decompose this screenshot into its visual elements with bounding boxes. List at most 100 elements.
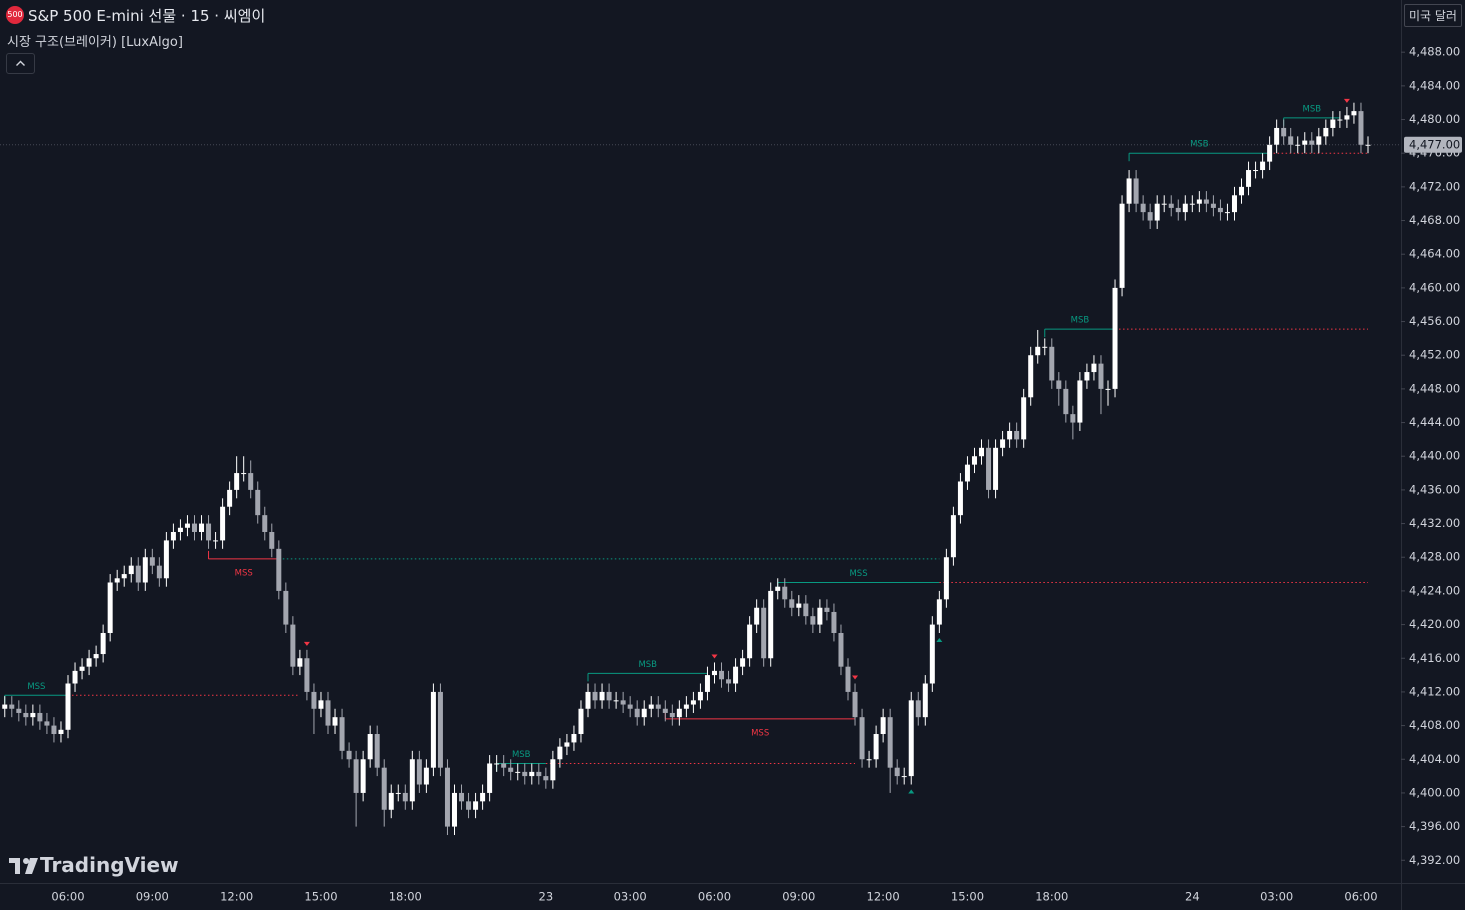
candle-body <box>269 531 275 549</box>
currency-button[interactable]: 미국 달러 <box>1404 4 1462 27</box>
candle-body <box>1119 203 1125 288</box>
candle-body <box>733 666 739 684</box>
candle-body <box>1154 203 1160 221</box>
collapse-button[interactable] <box>6 53 35 74</box>
candle-body <box>444 767 450 827</box>
candle-body <box>971 456 977 465</box>
candle-body <box>402 792 408 802</box>
structure-label: MSB <box>1190 140 1209 150</box>
candle-body <box>283 590 289 625</box>
x-tick-label: 23 <box>539 890 554 904</box>
candle-body <box>1091 363 1097 373</box>
x-tick-label: 18:00 <box>389 890 422 904</box>
candle-body <box>346 750 352 760</box>
candle-body <box>873 734 879 760</box>
candle-body <box>550 759 556 781</box>
chevron <box>16 60 25 66</box>
candle-body <box>571 734 577 743</box>
candle-body <box>23 712 29 718</box>
candle-body <box>37 712 43 722</box>
x-tick-label: 15:00 <box>951 890 984 904</box>
x-tick-label: 09:00 <box>136 890 169 904</box>
candle-body <box>901 776 907 778</box>
candle-body <box>585 691 591 709</box>
candle-body <box>775 586 781 591</box>
y-tick-label: 4,428.00 <box>1409 550 1460 564</box>
candle-body <box>374 734 380 768</box>
candle-body <box>648 704 654 709</box>
candle-body <box>1049 346 1055 381</box>
candle-body <box>1168 203 1174 208</box>
structure-label: MSS <box>235 568 253 578</box>
chevron-icon <box>16 60 25 66</box>
x-tick-label: 03:00 <box>1260 890 1293 904</box>
candle-body <box>564 742 570 747</box>
y-tick-label: 4,468.00 <box>1409 213 1460 227</box>
y-tick-label: 4,400.00 <box>1409 785 1460 799</box>
candle-body <box>950 515 956 558</box>
candle-body <box>1274 127 1280 145</box>
structure-label: MSS <box>849 569 867 579</box>
candle-body <box>318 700 324 709</box>
indicator-title[interactable]: 시장 구조(브레이커) [LuxAlgo] <box>7 35 183 50</box>
candle-body <box>557 746 563 760</box>
candle-body <box>1133 178 1139 204</box>
candle-body <box>86 658 92 667</box>
candle-body <box>627 704 633 709</box>
candle-body <box>213 540 219 542</box>
candle-body <box>1351 111 1357 116</box>
candle-body <box>480 792 486 802</box>
candle-body <box>199 523 205 532</box>
candle-body <box>325 700 331 726</box>
y-tick-label: 4,480.00 <box>1409 112 1460 126</box>
candle-body <box>1077 380 1083 423</box>
candle-body <box>515 771 521 773</box>
candle-body <box>1337 119 1343 121</box>
candle-body <box>184 523 190 528</box>
candle-body <box>9 704 15 709</box>
x-tick-label: 12:00 <box>867 890 900 904</box>
candle-body <box>1330 119 1336 128</box>
candle-body <box>437 691 443 768</box>
candle-body <box>1161 203 1167 205</box>
candle-body <box>1014 430 1020 440</box>
candle-body <box>297 658 303 667</box>
structure-label: MSB <box>638 660 657 670</box>
candle-body <box>353 759 359 793</box>
y-tick-label: 4,488.00 <box>1409 45 1460 59</box>
candle-body <box>44 721 50 726</box>
candle-body <box>1302 140 1308 145</box>
candle-body <box>163 540 169 579</box>
candle-body <box>1260 161 1266 171</box>
symbol-title[interactable]: S&P 500 E-mini 선물 · 15 · 씨엠이 <box>28 7 266 25</box>
y-tick-label: 4,408.00 <box>1409 718 1460 732</box>
candle-body <box>72 670 78 684</box>
candle-body <box>613 700 619 702</box>
structure-label: MSB <box>512 750 531 760</box>
y-tick-label: 4,472.00 <box>1409 179 1460 193</box>
symbol-icon: 500 <box>6 6 24 24</box>
candle-body <box>206 523 212 541</box>
candle-body <box>578 708 584 735</box>
candle-body <box>1196 199 1202 204</box>
candle-body <box>1203 199 1209 204</box>
y-tick-label: 4,420.00 <box>1409 617 1460 631</box>
candle-body <box>79 666 85 671</box>
candle-body <box>409 759 415 802</box>
candle-body <box>824 607 830 612</box>
y-tick-label: 4,464.00 <box>1409 247 1460 261</box>
brand-logo-shape <box>9 858 38 874</box>
x-tick-label: 24 <box>1185 890 1200 904</box>
y-tick-label: 4,396.00 <box>1409 819 1460 833</box>
y-tick-label: 4,436.00 <box>1409 482 1460 496</box>
candle-body <box>276 548 282 591</box>
candle-body <box>135 565 141 583</box>
candle-body <box>1098 363 1104 389</box>
brand-name: TradingView <box>40 853 179 877</box>
candle-body <box>1147 212 1153 221</box>
candle-body <box>782 586 788 600</box>
y-tick-label: 4,404.00 <box>1409 752 1460 766</box>
y-tick-label: 4,452.00 <box>1409 348 1460 362</box>
candle-body <box>367 734 373 760</box>
